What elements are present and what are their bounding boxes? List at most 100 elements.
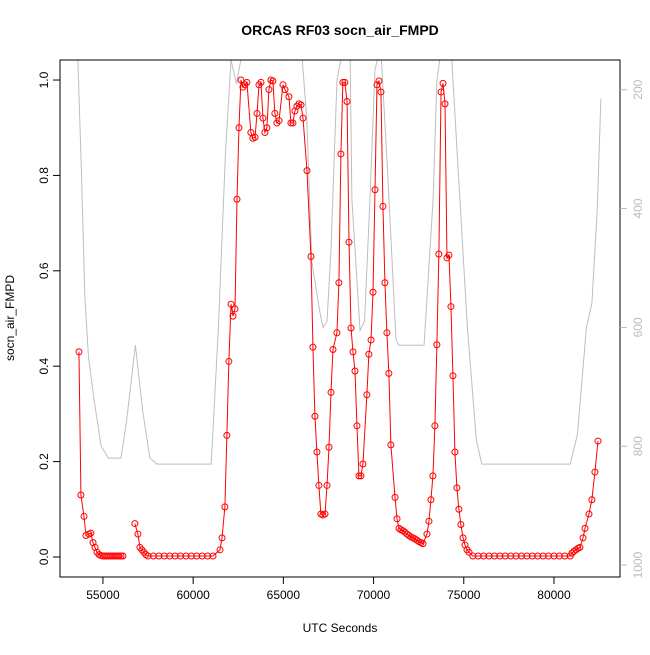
point — [347, 324, 355, 332]
series-line — [77, 60, 602, 465]
point — [455, 505, 463, 513]
point — [321, 510, 329, 518]
point — [517, 552, 525, 560]
point — [323, 481, 331, 489]
point — [221, 503, 229, 511]
point — [373, 81, 381, 89]
point — [231, 305, 239, 313]
point — [449, 372, 457, 380]
point — [87, 529, 95, 537]
point — [550, 552, 558, 560]
point — [251, 133, 259, 141]
point — [512, 552, 520, 560]
point — [269, 77, 277, 85]
y-tick-label: 0.8 — [37, 167, 51, 184]
y2-tick-label: 200 — [631, 79, 645, 99]
y-tick-label: 0.4 — [37, 358, 51, 375]
point — [507, 552, 515, 560]
point — [193, 552, 201, 560]
point — [423, 530, 431, 538]
point — [371, 186, 379, 194]
point — [285, 93, 293, 101]
point — [144, 552, 152, 560]
point — [325, 443, 333, 451]
chart-title: ORCAS RF03 socn_air_FMPD — [241, 22, 439, 38]
point — [229, 312, 237, 320]
point — [273, 119, 281, 127]
point — [355, 472, 363, 480]
point — [225, 357, 233, 365]
point — [365, 350, 373, 358]
plot-area — [75, 60, 602, 560]
x-tick-label: 55000 — [86, 588, 120, 602]
point — [309, 343, 317, 351]
y-tick-label: 0.6 — [37, 262, 51, 279]
point — [379, 202, 387, 210]
point — [387, 441, 395, 449]
point — [313, 448, 321, 456]
point — [160, 552, 168, 560]
point — [257, 78, 265, 86]
point — [171, 552, 179, 560]
point — [259, 114, 267, 122]
point — [555, 552, 563, 560]
point — [425, 517, 433, 525]
y-tick-label: 0.0 — [37, 548, 51, 565]
point — [490, 552, 498, 560]
point — [303, 167, 311, 175]
x-tick-label: 70000 — [357, 588, 391, 602]
x-tick-label: 60000 — [176, 588, 210, 602]
point — [433, 341, 441, 349]
point — [155, 552, 163, 560]
point — [437, 88, 445, 96]
point — [315, 481, 323, 489]
point — [353, 422, 361, 430]
point — [474, 552, 482, 560]
point — [419, 540, 427, 548]
point — [80, 512, 88, 520]
point — [115, 552, 123, 560]
point — [480, 552, 488, 560]
point — [523, 552, 531, 560]
point — [198, 552, 206, 560]
point — [465, 548, 473, 556]
point — [227, 300, 235, 308]
y-tick-label: 0.2 — [37, 453, 51, 470]
point — [591, 468, 599, 476]
point — [77, 491, 85, 499]
point — [337, 150, 345, 158]
point — [427, 496, 435, 504]
point — [469, 552, 477, 560]
point — [539, 552, 547, 560]
point — [307, 252, 315, 260]
point — [182, 552, 190, 560]
y-tick-label: 1.0 — [37, 71, 51, 88]
point — [281, 86, 289, 94]
point — [233, 195, 241, 203]
point — [451, 448, 459, 456]
point — [149, 552, 157, 560]
point — [349, 348, 357, 356]
y2-tick-label: 400 — [631, 198, 645, 218]
point — [457, 521, 465, 529]
point — [223, 431, 231, 439]
point — [485, 552, 493, 560]
point — [335, 279, 343, 287]
point — [237, 76, 245, 84]
point — [327, 388, 335, 396]
point — [204, 552, 212, 560]
point — [496, 552, 504, 560]
point — [579, 534, 587, 542]
point — [534, 552, 542, 560]
point — [275, 117, 283, 125]
point — [345, 238, 353, 246]
point — [375, 77, 383, 85]
point — [289, 119, 297, 127]
point — [441, 100, 449, 108]
point — [218, 534, 226, 542]
point — [265, 86, 273, 94]
point — [351, 367, 359, 375]
point — [75, 348, 83, 356]
point — [243, 78, 251, 86]
